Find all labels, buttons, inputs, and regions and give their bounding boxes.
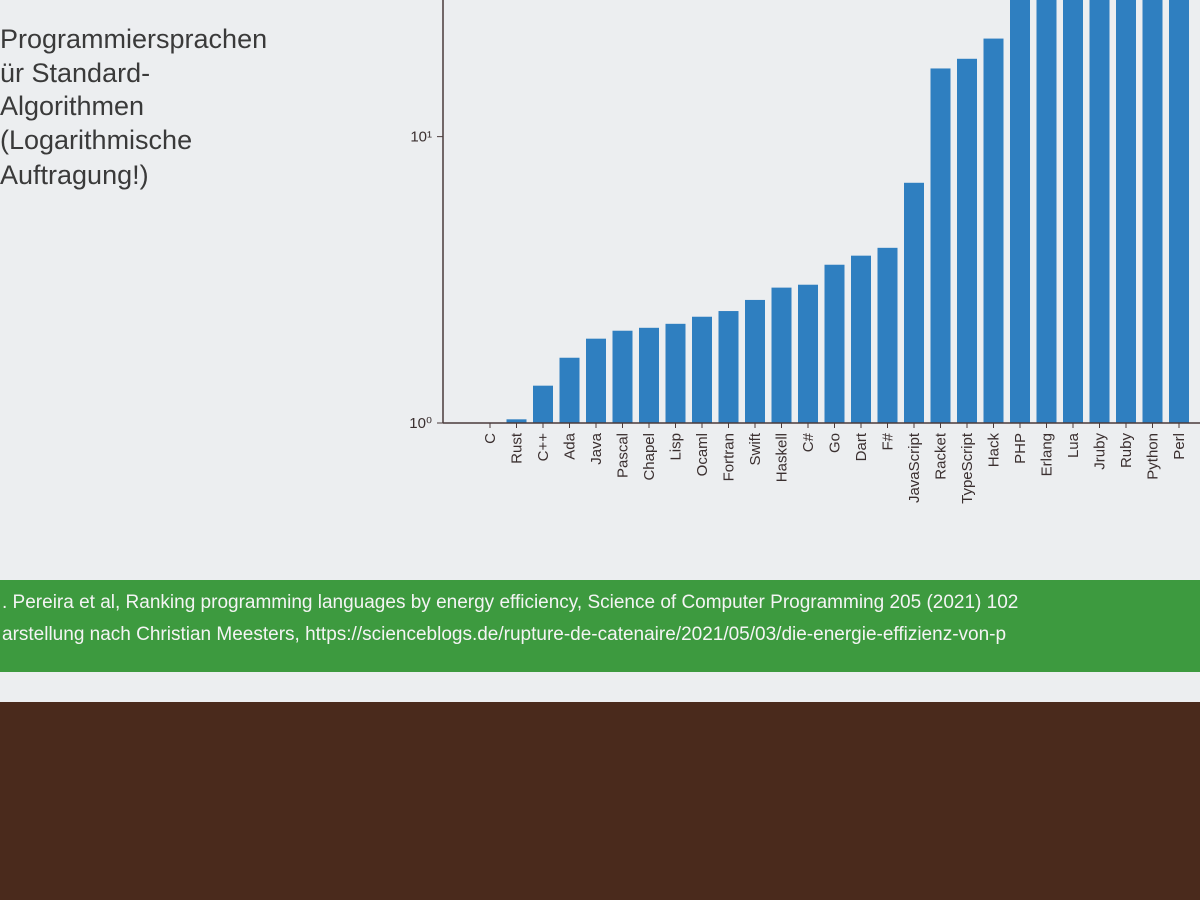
slide-text: ür Standard-: [0, 58, 150, 88]
slide-text: Programmiersprachen: [0, 24, 267, 54]
x-tick-label: TypeScript: [959, 432, 976, 504]
bar: [1063, 0, 1083, 423]
x-tick-label: Go: [827, 433, 844, 453]
bar: [1036, 0, 1057, 423]
x-tick-label: Jruby: [1092, 433, 1109, 470]
bar: [957, 58, 977, 423]
x-tick-label: C++: [535, 433, 552, 462]
x-tick-label: C#: [800, 432, 817, 452]
x-tick-label: Fortran: [721, 433, 738, 481]
x-tick-label: Perl: [1171, 433, 1188, 460]
footer-line: arstellung nach Christian Meesters, http…: [2, 624, 1006, 645]
bar: [559, 357, 580, 423]
x-tick-label: Java: [588, 432, 605, 464]
x-tick-label: JavaScript: [906, 432, 923, 503]
x-tick-label: Dart: [853, 432, 870, 461]
bar: [612, 330, 633, 423]
x-tick-label: Ocaml: [694, 433, 711, 476]
bar: [904, 182, 924, 423]
bar: [824, 264, 845, 423]
x-tick-label: Lua: [1065, 432, 1082, 458]
x-tick-label: Chapel: [641, 433, 658, 481]
bar: [877, 247, 898, 423]
slide-text: Auftragung!): [0, 160, 149, 190]
bar: [1116, 0, 1136, 423]
x-tick-label: Erlang: [1039, 433, 1056, 476]
bar: [692, 316, 712, 423]
bar: [1169, 0, 1189, 423]
bar: [533, 385, 553, 423]
bar: [665, 323, 686, 423]
bar: [851, 255, 871, 423]
x-tick-label: C: [482, 433, 499, 444]
slide-text: (Logarithmische: [0, 125, 192, 155]
x-tick-label: F#: [880, 432, 897, 450]
x-tick-label: Hack: [986, 433, 1003, 468]
bar: [930, 68, 951, 423]
bar: [718, 311, 739, 423]
footer-line: . Pereira et al, Ranking programming lan…: [2, 592, 1018, 613]
x-tick-label: Lisp: [668, 433, 685, 461]
x-tick-label: Swift: [747, 432, 764, 465]
bar: [506, 419, 527, 423]
bar: [1089, 0, 1110, 423]
bar: [983, 38, 1004, 423]
bar: [586, 338, 606, 423]
x-tick-label: Python: [1145, 433, 1162, 480]
bar: [745, 299, 765, 423]
x-tick-label: Ruby: [1118, 433, 1135, 469]
x-tick-label: Haskell: [774, 433, 791, 482]
x-tick-label: Ada: [562, 432, 579, 459]
x-tick-label: Racket: [933, 432, 950, 480]
slide-text: Algorithmen: [0, 91, 144, 121]
footer-band: [0, 580, 1200, 672]
x-tick-label: PHP: [1012, 433, 1029, 464]
plot-area: [506, 0, 1189, 423]
bar: [1010, 0, 1030, 423]
bar: [771, 287, 792, 423]
bar: [1142, 0, 1163, 423]
x-tick-label: Pascal: [615, 433, 632, 478]
x-tick-label: Rust: [509, 432, 526, 464]
bar: [639, 327, 659, 423]
bar: [798, 284, 818, 423]
y-tick-label: 10⁰: [409, 415, 432, 432]
y-tick-label: 10¹: [410, 129, 432, 146]
